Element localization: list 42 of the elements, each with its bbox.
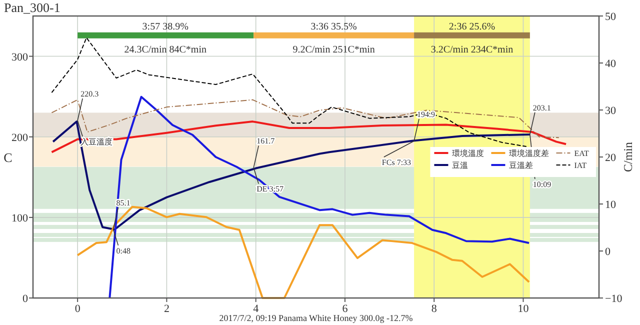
text: 2017/7/2, 09:19 Panama White Honey 300.0g -12.7% (219, 313, 414, 323)
y-tick-label: 200 (12, 132, 28, 144)
annotation: 9.2C/min 251C*min (292, 44, 375, 56)
annotation: 24.3C/min 84C*min (124, 44, 206, 56)
line-series (76, 206, 530, 299)
y-axis-title: C (4, 150, 12, 165)
annotation: 3:57 38.9% (142, 21, 188, 32)
legend-label: EAT (574, 149, 589, 158)
x-tick-label: 6 (342, 303, 348, 315)
x-tick-label: 0 (74, 303, 81, 315)
y-tick-label: 300 (12, 51, 28, 64)
annotation: 220.3 (80, 90, 99, 98)
legend-label: 環境溫度差 (509, 149, 550, 158)
y2-tick-label: 0 (605, 246, 611, 258)
line-series (51, 37, 527, 148)
y2-tick-label: 30 (605, 105, 616, 117)
y2-tick-label: −10 (605, 293, 623, 305)
annotation: 3:36 35.5% (310, 21, 357, 32)
x-tick-label: 10 (518, 303, 530, 315)
legend-label: 環境溫度 (452, 149, 484, 158)
y-tick-label: 100 (12, 212, 28, 224)
annotation: FCs 7:33 (382, 158, 412, 167)
y-tick-label: 0 (22, 293, 28, 305)
chart-title: Pan_300-1 (4, 0, 60, 15)
annotation: 161.7 (256, 136, 275, 146)
y2-axis-title: C/min (621, 142, 635, 172)
y2-tick-label: 40 (605, 58, 616, 70)
annotation: 0:48 (116, 246, 130, 256)
y2-tick-label: 10 (605, 199, 616, 211)
y2-tick-label: 50 (605, 11, 616, 23)
legend-label: 豆溫差 (509, 161, 534, 170)
legend-label: IAT (574, 161, 587, 170)
annotation: 10:09 (532, 180, 552, 189)
annotation: 2:36 25.6% (448, 21, 496, 32)
line-series (51, 99, 560, 138)
x-tick-label: 2 (164, 303, 170, 315)
x-tick-label: 4 (253, 303, 260, 315)
legend-label: 豆溫 (452, 161, 468, 170)
x-tick-label: 8 (431, 303, 438, 315)
y2-tick-label: 20 (605, 152, 616, 164)
annotation: 3.2C/min 234C*min (430, 44, 514, 56)
annotation: 203.1 (532, 103, 551, 112)
